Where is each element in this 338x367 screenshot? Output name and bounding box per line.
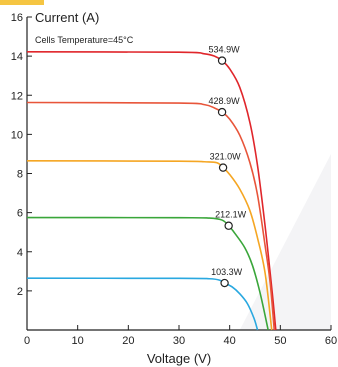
axes: 0 10 20 30 40 50 60 2 4 6 8 10 12 14 16 — [11, 12, 337, 347]
x-tick-label: 20 — [122, 335, 134, 347]
y-tick-label: 6 — [17, 208, 23, 220]
y-tick-label: 8 — [17, 169, 23, 181]
iv-curve-1 — [26, 101, 276, 331]
series-power-labels: 534.9W 428.9W 321.0W 212.1W 103.3W — [209, 45, 247, 277]
iv-curve-0 — [26, 51, 277, 331]
power-label-2: 321.0W — [210, 152, 242, 162]
y-tick-label: 2 — [17, 286, 23, 298]
x-tick-label: 10 — [72, 335, 84, 347]
y-tick-label: 14 — [11, 51, 23, 63]
top-accent-bar — [0, 0, 44, 5]
iv-curve-2 — [26, 159, 273, 331]
y-tick-label: 4 — [17, 247, 23, 259]
y-tick-label: 12 — [11, 90, 23, 102]
x-tick-label: 0 — [24, 335, 30, 347]
x-tick-label: 50 — [274, 335, 286, 347]
background-band — [239, 153, 331, 330]
mpp-marker-2 — [218, 163, 228, 172]
temperature-annotation: Cells Temperature=45°C — [35, 35, 134, 45]
power-label-0: 534.9W — [209, 45, 241, 55]
x-tick-label: 60 — [325, 335, 337, 347]
y-tick-label: 16 — [11, 12, 23, 24]
y-axis-title: Current (A) — [35, 10, 99, 25]
mpp-marker-0 — [217, 56, 227, 65]
power-label-3: 212.1W — [215, 210, 247, 220]
y-tick-label: 10 — [11, 129, 23, 141]
x-tick-label: 30 — [173, 335, 185, 347]
x-axis-title: Voltage (V) — [147, 351, 211, 366]
mpp-marker-4 — [220, 278, 229, 288]
mpp-marker-1 — [217, 107, 227, 117]
x-tick-label: 40 — [224, 335, 236, 347]
series-curves — [26, 51, 277, 331]
power-label-4: 103.3W — [211, 267, 243, 277]
mpp-marker-3 — [224, 221, 233, 230]
power-label-1: 428.9W — [209, 96, 241, 106]
